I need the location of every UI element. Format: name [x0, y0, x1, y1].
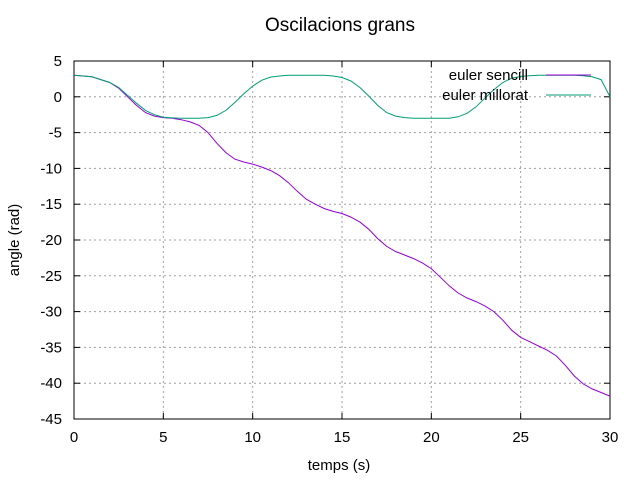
y-axis-ticks: 5 0 -5 -10 -15 -20 -25 -30 -35 -40 -45 [40, 53, 610, 428]
y-tick-label: -5 [49, 125, 62, 142]
x-tick-label: 15 [334, 429, 351, 446]
y-tick-label: -20 [40, 232, 62, 249]
y-tick-label: 0 [54, 89, 62, 106]
y-tick-label: -45 [40, 411, 62, 428]
x-axis-ticks: 0 5 10 15 20 25 30 [70, 61, 619, 446]
series-line-2 [73, 74, 611, 119]
chart-title: Oscilacions grans [265, 15, 415, 36]
y-tick-label: -30 [40, 304, 62, 321]
y-axis-label: angle (rad) [6, 204, 23, 277]
x-tick-label: 20 [423, 429, 440, 446]
y-tick-label: 5 [54, 53, 62, 70]
x-axis-label: temps (s) [308, 457, 371, 474]
x-tick-label: 25 [512, 429, 529, 446]
y-tick-label: -10 [40, 160, 62, 177]
y-tick-label: -25 [40, 268, 62, 285]
legend-label-2: euler millorat [442, 87, 529, 104]
legend-label-1: euler sencill [449, 67, 528, 84]
y-tick-label: -40 [40, 375, 62, 392]
series-group [73, 74, 611, 397]
x-tick-label: 30 [602, 429, 619, 446]
series-line-1 [73, 74, 611, 397]
grid [74, 61, 610, 419]
x-tick-label: 10 [244, 429, 261, 446]
y-tick-label: -15 [40, 196, 62, 213]
x-tick-label: 5 [159, 429, 167, 446]
y-tick-label: -35 [40, 339, 62, 356]
x-tick-label: 0 [70, 429, 78, 446]
legend: euler sencill euler millorat [442, 67, 591, 104]
